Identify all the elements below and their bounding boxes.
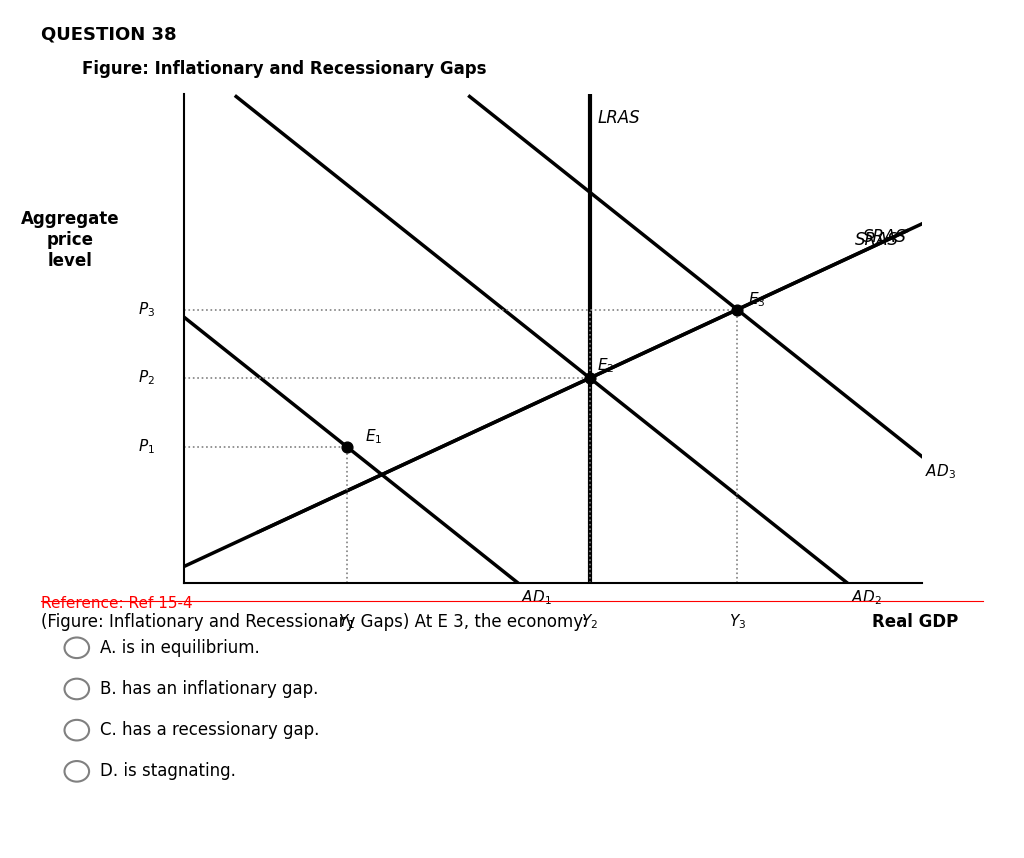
Text: LRAS: LRAS: [597, 109, 640, 127]
Text: Reference: Ref 15-4: Reference: Ref 15-4: [41, 596, 193, 611]
Text: Figure: Inflationary and Recessionary Gaps: Figure: Inflationary and Recessionary Ga…: [82, 60, 486, 78]
Text: (Figure: Inflationary and Recessionary Gaps) At E 3, the economy:: (Figure: Inflationary and Recessionary G…: [41, 613, 588, 631]
Text: AD$_1$: AD$_1$: [521, 589, 552, 607]
Point: [729, 303, 745, 317]
Text: B. has an inflationary gap.: B. has an inflationary gap.: [100, 680, 318, 698]
Text: C. has a recessionary gap.: C. has a recessionary gap.: [100, 722, 319, 739]
Text: SRAS: SRAS: [855, 231, 899, 249]
Text: AD$_2$: AD$_2$: [851, 589, 882, 607]
Text: SRAS: SRAS: [862, 228, 906, 246]
Text: $Y_3$: $Y_3$: [729, 613, 745, 631]
Text: D. is stagnating.: D. is stagnating.: [100, 763, 237, 780]
Text: Real GDP: Real GDP: [872, 613, 958, 631]
Text: A. is in equilibrium.: A. is in equilibrium.: [100, 639, 260, 656]
Point: [338, 439, 354, 453]
Text: $E_1$: $E_1$: [365, 427, 382, 446]
Text: QUESTION 38: QUESTION 38: [41, 26, 176, 44]
Text: $E_2$: $E_2$: [597, 357, 614, 376]
Text: $E_3$: $E_3$: [749, 291, 766, 310]
Point: [582, 372, 598, 385]
Text: $P_1$: $P_1$: [138, 438, 155, 456]
Text: $P_2$: $P_2$: [138, 369, 155, 387]
Text: Aggregate
price
level: Aggregate price level: [20, 210, 119, 270]
Text: $P_3$: $P_3$: [138, 300, 155, 319]
Text: $Y_1$: $Y_1$: [338, 613, 355, 631]
Text: $Y_2$: $Y_2$: [582, 613, 598, 631]
Text: AD$_3$: AD$_3$: [926, 462, 956, 480]
